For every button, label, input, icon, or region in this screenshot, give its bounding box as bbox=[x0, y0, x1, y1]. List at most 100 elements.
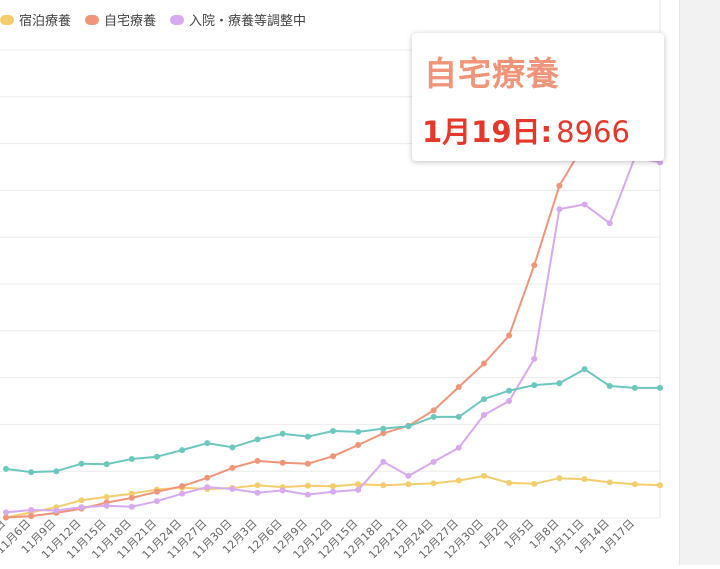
data-point[interactable] bbox=[279, 430, 286, 437]
data-point[interactable] bbox=[3, 514, 9, 521]
series-3 bbox=[3, 366, 663, 476]
data-point[interactable] bbox=[380, 430, 387, 437]
data-point[interactable] bbox=[531, 355, 538, 362]
data-point[interactable] bbox=[128, 456, 135, 463]
data-point[interactable] bbox=[355, 428, 362, 435]
data-point[interactable] bbox=[3, 509, 9, 516]
data-point[interactable] bbox=[279, 459, 286, 466]
data-point[interactable] bbox=[657, 384, 663, 391]
data-point[interactable] bbox=[204, 474, 211, 481]
data-point[interactable] bbox=[581, 476, 588, 483]
data-point[interactable] bbox=[128, 494, 135, 501]
data-point[interactable] bbox=[78, 504, 85, 511]
data-point[interactable] bbox=[380, 458, 387, 465]
data-point[interactable] bbox=[3, 465, 9, 472]
data-point[interactable] bbox=[128, 490, 135, 497]
legend-item-adjusting[interactable]: 入院・療養等調整中 bbox=[170, 10, 306, 29]
data-point[interactable] bbox=[254, 489, 261, 496]
data-point[interactable] bbox=[556, 206, 563, 213]
data-point[interactable] bbox=[330, 453, 336, 460]
data-point[interactable] bbox=[229, 485, 236, 492]
data-point[interactable] bbox=[53, 468, 60, 475]
data-point[interactable] bbox=[355, 441, 362, 448]
data-point[interactable] bbox=[279, 487, 286, 494]
data-point[interactable] bbox=[204, 484, 211, 491]
data-point[interactable] bbox=[204, 440, 211, 447]
data-point[interactable] bbox=[556, 380, 563, 387]
data-point[interactable] bbox=[606, 479, 613, 486]
scrollbar-track[interactable] bbox=[679, 0, 720, 565]
data-point[interactable] bbox=[480, 360, 487, 367]
data-point[interactable] bbox=[78, 497, 85, 504]
data-point[interactable] bbox=[103, 502, 110, 509]
data-point[interactable] bbox=[455, 444, 462, 451]
data-point[interactable] bbox=[355, 481, 362, 488]
data-point[interactable] bbox=[304, 433, 311, 440]
data-point[interactable] bbox=[531, 262, 538, 269]
data-point[interactable] bbox=[179, 483, 186, 490]
data-point[interactable] bbox=[506, 332, 513, 339]
data-point[interactable] bbox=[480, 472, 487, 479]
data-point[interactable] bbox=[430, 480, 437, 487]
data-point[interactable] bbox=[506, 387, 513, 394]
series-lines bbox=[3, 89, 663, 521]
data-point[interactable] bbox=[229, 464, 236, 471]
data-point[interactable] bbox=[78, 460, 85, 467]
data-point[interactable] bbox=[455, 383, 462, 390]
data-point[interactable] bbox=[480, 396, 487, 403]
data-point[interactable] bbox=[455, 477, 462, 484]
data-point[interactable] bbox=[531, 480, 538, 487]
data-point[interactable] bbox=[28, 507, 35, 514]
data-point[interactable] bbox=[179, 490, 186, 497]
data-point[interactable] bbox=[304, 460, 311, 467]
data-point[interactable] bbox=[380, 482, 387, 489]
data-point[interactable] bbox=[631, 384, 638, 391]
data-point[interactable] bbox=[153, 498, 160, 505]
data-point[interactable] bbox=[28, 469, 35, 476]
data-point[interactable] bbox=[506, 479, 513, 486]
data-point[interactable] bbox=[405, 472, 412, 479]
data-point[interactable] bbox=[606, 220, 613, 227]
legend-swatch-adjusting bbox=[170, 14, 185, 25]
data-point[interactable] bbox=[556, 182, 563, 189]
data-point[interactable] bbox=[480, 412, 487, 419]
data-point[interactable] bbox=[254, 436, 261, 443]
data-point[interactable] bbox=[103, 461, 110, 468]
data-point[interactable] bbox=[631, 481, 638, 488]
data-point[interactable] bbox=[28, 513, 35, 520]
data-point[interactable] bbox=[430, 413, 437, 420]
legend: 宿泊療養 自宅療養 入院・療養等調整中 bbox=[0, 10, 320, 29]
tooltip: 自宅療養 1月19日: 8966 bbox=[412, 33, 664, 161]
data-point[interactable] bbox=[581, 201, 588, 208]
data-point[interactable] bbox=[153, 488, 160, 495]
data-point[interactable] bbox=[455, 413, 462, 420]
data-point[interactable] bbox=[606, 383, 613, 390]
data-point[interactable] bbox=[254, 457, 261, 464]
data-point[interactable] bbox=[657, 482, 663, 489]
data-point[interactable] bbox=[229, 444, 236, 451]
data-point[interactable] bbox=[506, 398, 513, 404]
data-point[interactable] bbox=[581, 366, 588, 373]
data-point[interactable] bbox=[153, 453, 160, 460]
data-point[interactable] bbox=[355, 486, 362, 493]
data-point[interactable] bbox=[430, 458, 437, 465]
data-point[interactable] bbox=[254, 482, 261, 489]
data-point[interactable] bbox=[405, 423, 412, 430]
data-point[interactable] bbox=[179, 447, 186, 454]
data-point[interactable] bbox=[556, 475, 563, 482]
data-point[interactable] bbox=[330, 427, 336, 434]
legend-item-home[interactable]: 自宅療養 bbox=[85, 10, 156, 29]
data-point[interactable] bbox=[304, 491, 311, 498]
data-point[interactable] bbox=[405, 481, 412, 488]
data-point[interactable] bbox=[103, 493, 110, 500]
data-point[interactable] bbox=[304, 482, 311, 489]
data-point[interactable] bbox=[380, 425, 387, 432]
data-point[interactable] bbox=[330, 488, 336, 495]
data-point[interactable] bbox=[430, 407, 437, 414]
data-point[interactable] bbox=[128, 503, 135, 510]
data-point[interactable] bbox=[531, 382, 538, 389]
data-point[interactable] bbox=[330, 483, 336, 490]
legend-item-hotel[interactable]: 宿泊療養 bbox=[0, 10, 71, 29]
data-point[interactable] bbox=[53, 507, 60, 514]
